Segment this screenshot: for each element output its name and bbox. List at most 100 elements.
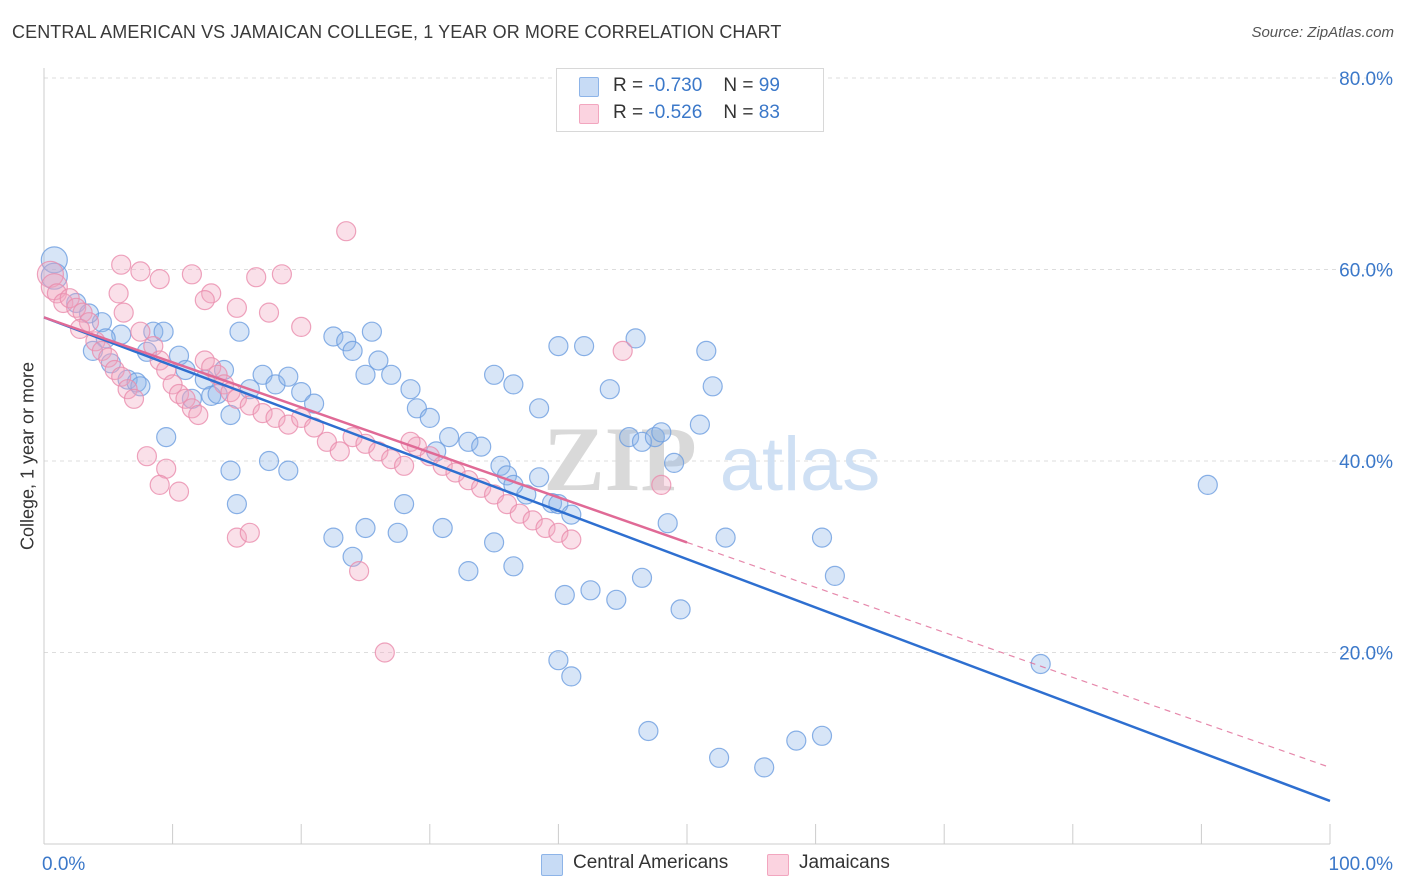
data-point: [258, 450, 280, 472]
data-point: [246, 267, 267, 288]
data-point: [394, 455, 415, 476]
data-point: [111, 254, 132, 275]
data-point: [355, 364, 376, 385]
series-central-americans-points: [40, 246, 1218, 778]
data-point: [458, 431, 479, 452]
data-point: [252, 403, 273, 424]
data-point: [458, 560, 479, 582]
data-point: [754, 757, 775, 778]
legend-n-label: N =: [723, 102, 754, 123]
data-point: [786, 730, 807, 751]
x-tick-label-start: 0.0%: [42, 854, 85, 875]
data-point: [561, 529, 582, 550]
data-point: [220, 460, 241, 481]
data-point: [381, 449, 402, 470]
watermark: ZIP atlas: [543, 408, 880, 510]
legend-r-label: R =: [613, 102, 644, 123]
series-jamaicans-points: [36, 221, 672, 663]
data-point: [548, 522, 569, 543]
data-point: [471, 436, 492, 457]
y-axis-label: College, 1 year or more: [17, 361, 38, 551]
data-point: [130, 376, 151, 397]
data-point: [226, 297, 247, 318]
data-point: [625, 328, 646, 349]
data-point: [528, 398, 550, 419]
data-point: [226, 527, 247, 548]
bottom-legend-label: Central Americans: [573, 852, 729, 873]
y-tick-label: 60.0%: [1339, 261, 1393, 282]
data-point: [419, 407, 440, 428]
data-point: [153, 321, 174, 342]
data-point: [503, 556, 524, 577]
watermark-zip: ZIP: [543, 408, 696, 510]
data-point: [355, 517, 376, 539]
data-point: [130, 321, 151, 342]
data-point: [631, 431, 653, 452]
y-tick-label: 80.0%: [1339, 69, 1393, 90]
data-point: [702, 376, 723, 397]
bottom-legend-label: Jamaicans: [799, 852, 890, 873]
data-point: [394, 494, 415, 515]
data-point: [98, 347, 119, 368]
data-point: [824, 565, 846, 587]
data-point: [265, 407, 286, 428]
trend-lines: [43, 316, 1331, 803]
data-point: [811, 527, 833, 548]
data-point: [651, 422, 672, 443]
data-point: [342, 340, 363, 361]
chart-title: CENTRAL AMERICAN VS JAMAICAN COLLEGE, 1 …: [12, 22, 782, 42]
data-point: [136, 446, 157, 467]
data-point: [599, 379, 620, 400]
y-tick-label: 40.0%: [1339, 452, 1393, 473]
data-point: [400, 379, 421, 400]
legend-text: R = -0.730 N = 99: [613, 75, 780, 97]
data-point: [374, 642, 395, 663]
data-point: [503, 374, 524, 395]
data-point: [548, 650, 569, 671]
bottom-legend-swatch-pink: [767, 854, 789, 876]
data-point: [123, 388, 145, 409]
data-point: [612, 340, 633, 361]
data-point: [663, 452, 685, 473]
data-point: [323, 527, 344, 548]
data-point: [349, 560, 370, 582]
data-point: [522, 510, 543, 531]
stats-legend: R = -0.730 N = 99 R = -0.526 N = 83: [556, 68, 824, 132]
legend-swatch-blue: [579, 77, 599, 97]
data-point: [1030, 653, 1051, 675]
data-point: [265, 374, 286, 395]
data-point: [149, 474, 170, 495]
legend-n-value: 83: [758, 102, 780, 123]
data-point: [509, 503, 530, 524]
data-point: [149, 269, 170, 290]
data-point: [168, 481, 190, 502]
data-point: [278, 414, 299, 435]
legend-swatch-pink: [579, 104, 599, 124]
legend-n-value: 99: [758, 75, 780, 96]
data-point: [606, 589, 627, 610]
axes: [43, 68, 1331, 845]
data-point: [561, 666, 582, 687]
data-point: [715, 527, 736, 548]
legend-r-label: R =: [613, 75, 644, 96]
data-point: [387, 522, 408, 543]
data-point: [156, 427, 177, 448]
data-point: [361, 321, 382, 342]
data-point: [239, 522, 260, 543]
bottom-legend-swatch-blue: [541, 854, 563, 876]
data-point: [670, 599, 691, 620]
data-point: [573, 336, 595, 357]
data-point: [226, 494, 247, 515]
data-point: [432, 517, 453, 539]
trend-line-jamaicans: [43, 316, 688, 544]
data-point: [689, 414, 711, 435]
data-point: [528, 467, 550, 488]
data-point: [439, 427, 460, 448]
data-point: [258, 302, 280, 323]
data-point: [278, 460, 299, 481]
data-point: [696, 340, 717, 361]
data-point: [336, 221, 357, 242]
legend-r-value: -0.730: [648, 75, 703, 96]
legend-text: R = -0.526 N = 83: [613, 102, 780, 124]
data-point: [368, 350, 389, 371]
